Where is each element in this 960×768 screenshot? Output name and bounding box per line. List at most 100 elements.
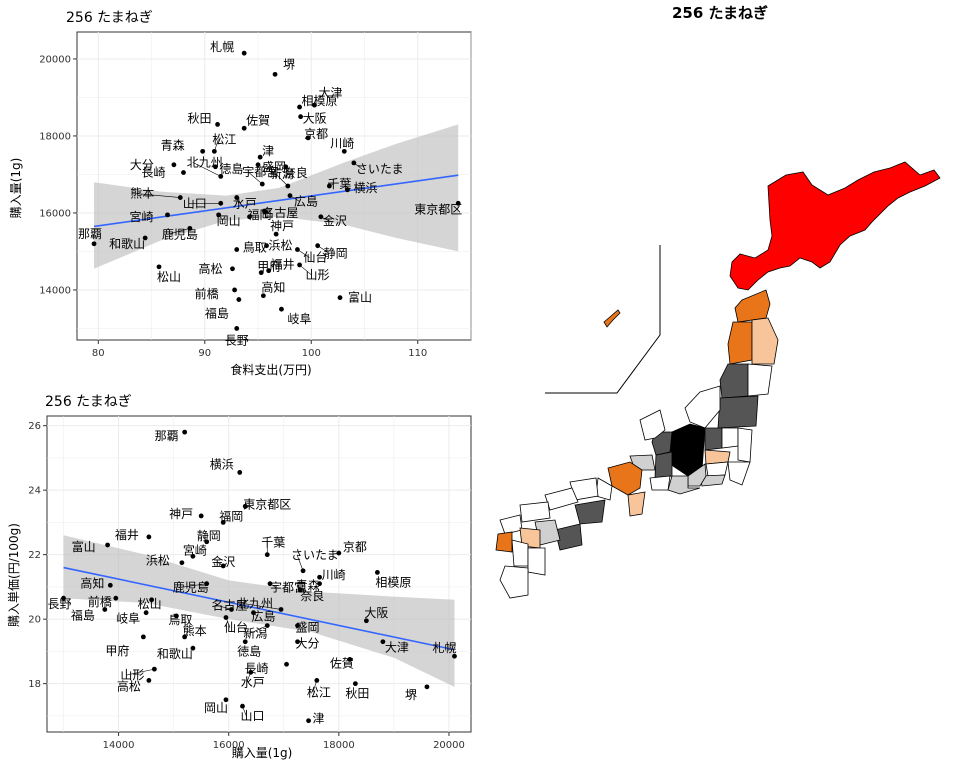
chart1-title: 256 たまねぎ bbox=[66, 10, 153, 26]
c1-point bbox=[200, 148, 206, 154]
c2-x-tick-label: 18000 bbox=[323, 740, 355, 751]
c2-point-label: 熊本 bbox=[183, 623, 207, 638]
c2-leader bbox=[249, 625, 268, 634]
gunma-prefecture bbox=[704, 427, 723, 451]
c2-point-label: 京都 bbox=[343, 540, 367, 554]
c1-leader bbox=[275, 173, 289, 187]
c1-point-label: 大分 bbox=[130, 158, 154, 172]
kagawa-tokushima-prefecture bbox=[574, 499, 606, 525]
c1-point-label: 福岡 bbox=[248, 207, 272, 222]
c2-point-label: 高松 bbox=[117, 678, 141, 693]
c1-point bbox=[255, 162, 261, 168]
chart2-x-ticks: 14000 16000 18000 20000 bbox=[103, 732, 465, 751]
c1-point-label: 和歌山 bbox=[109, 236, 145, 251]
c2-point bbox=[146, 534, 152, 540]
c2-y-tick-label: 22 bbox=[28, 550, 41, 561]
c1-point bbox=[259, 181, 265, 187]
aichi-prefecture bbox=[649, 475, 671, 491]
c1-leader bbox=[299, 264, 312, 276]
c2-point bbox=[113, 595, 119, 601]
c2-point-label: 大津 bbox=[385, 641, 409, 655]
kagoshima-prefecture bbox=[499, 565, 529, 599]
c2-point bbox=[204, 539, 210, 545]
c1-point-label: 浜松 bbox=[269, 239, 293, 253]
c2-point-label: 秋田 bbox=[345, 687, 369, 701]
c2-point bbox=[300, 568, 306, 574]
c1-point bbox=[215, 122, 220, 127]
c1-point bbox=[262, 208, 267, 214]
c2-point bbox=[179, 560, 185, 566]
c2-point-label: 水戸 bbox=[241, 675, 265, 689]
c2-y-tick-label: 26 bbox=[28, 421, 41, 432]
c2-point-label: 岐阜 bbox=[116, 612, 140, 626]
c2-point-label: 鹿児島 bbox=[173, 580, 209, 595]
c1-point bbox=[272, 71, 278, 77]
c2-point bbox=[424, 684, 430, 690]
c1-point bbox=[171, 162, 177, 168]
c1-point-label: 堺 bbox=[283, 57, 295, 71]
c2-y-tick-label: 24 bbox=[28, 486, 41, 497]
chart2-confidence-band bbox=[63, 535, 455, 687]
c1-point-label: 富山 bbox=[348, 290, 372, 305]
c1-point-label: 盛岡 bbox=[262, 159, 286, 174]
hyogo-prefecture bbox=[595, 477, 613, 501]
niigata-prefecture bbox=[684, 385, 721, 429]
okinawa-prefecture bbox=[603, 309, 621, 328]
c1-point bbox=[345, 187, 350, 193]
c2-point-label: 津 bbox=[313, 712, 325, 726]
c1-point-label: 金沢 bbox=[323, 213, 347, 228]
c1-point bbox=[257, 154, 263, 160]
c1-point bbox=[165, 212, 170, 218]
c1-point bbox=[218, 173, 224, 179]
c1-y-tick-label: 20000 bbox=[39, 54, 71, 65]
c2-point-label: 福島 bbox=[71, 607, 95, 622]
c1-leader bbox=[192, 162, 221, 177]
japan-choropleth-map: 256 たまねぎ bbox=[495, 4, 941, 599]
c2-point bbox=[242, 639, 248, 645]
c2-point bbox=[284, 661, 289, 667]
c2-point bbox=[374, 569, 380, 575]
c2-point-label: 盛岡 bbox=[296, 620, 320, 635]
c2-point bbox=[223, 615, 229, 620]
c1-point-label: 奈良 bbox=[284, 165, 308, 180]
c2-point-label: 東京都区 bbox=[243, 497, 291, 511]
c1-point bbox=[287, 193, 293, 199]
c2-point-label: 福井 bbox=[115, 527, 139, 542]
c2-point-label: 千葉 bbox=[261, 536, 285, 550]
c1-point bbox=[216, 212, 222, 218]
c1-point bbox=[234, 247, 240, 252]
c1-y-tick-label: 14000 bbox=[39, 285, 71, 296]
c1-point-label: 宇都宮 bbox=[242, 164, 278, 179]
fukuoka-prefecture bbox=[499, 514, 523, 535]
aomori-prefecture bbox=[734, 289, 771, 323]
c2-point-label: 北九州 bbox=[237, 596, 273, 610]
chart1-y-ticks: 14000 16000 18000 20000 bbox=[39, 54, 77, 296]
c1-point-label: 青森 bbox=[161, 137, 185, 152]
c1-point bbox=[297, 104, 302, 110]
c1-point-label: 山形 bbox=[306, 268, 330, 282]
c1-point bbox=[260, 293, 266, 299]
c2-point bbox=[267, 581, 273, 587]
c1-point-label: 松山 bbox=[157, 270, 181, 284]
c1-point bbox=[318, 214, 324, 220]
miyagi-prefecture bbox=[747, 363, 773, 397]
c1-point bbox=[91, 241, 97, 247]
c1-point-label: 岐阜 bbox=[287, 312, 311, 326]
c1-point-label: さいたま bbox=[356, 162, 404, 176]
gifu-prefecture bbox=[654, 451, 673, 479]
c1-point-label: 岡山 bbox=[217, 214, 241, 228]
c1-point bbox=[232, 287, 238, 293]
chart1-x-label: 食料支出(万円) bbox=[230, 362, 311, 377]
c2-leader bbox=[242, 603, 282, 610]
c2-point bbox=[264, 623, 270, 628]
c2-point bbox=[363, 618, 369, 624]
c1-point-label: 松江 bbox=[212, 132, 236, 146]
c2-point-label: 奈良 bbox=[300, 588, 324, 603]
c1-point-label: 徳島 bbox=[219, 161, 243, 176]
c2-leader bbox=[126, 668, 155, 676]
c1-point-label: 札幌 bbox=[210, 39, 234, 54]
c2-point-label: 山口 bbox=[240, 709, 264, 723]
c2-point bbox=[220, 563, 226, 569]
